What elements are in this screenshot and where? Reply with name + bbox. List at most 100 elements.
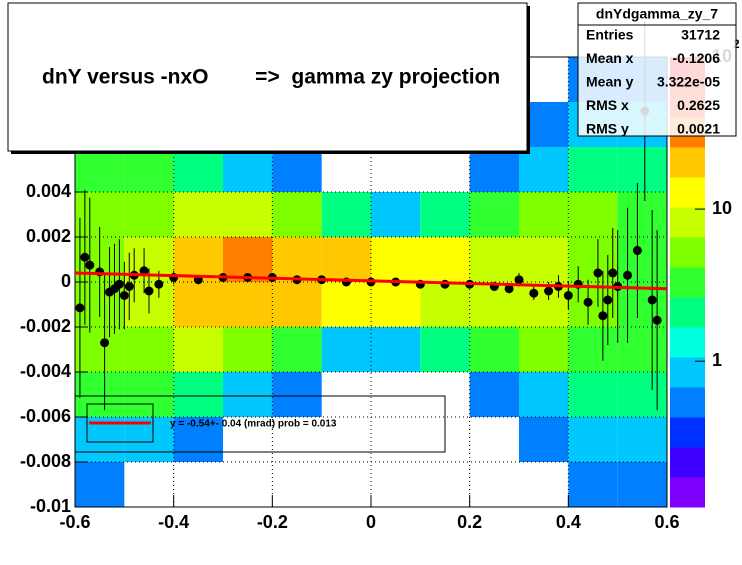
profile-point: [75, 303, 85, 313]
cell: [124, 147, 174, 192]
stats-name: dnYdgamma_zy_7: [596, 6, 718, 22]
stats-value: 31712: [681, 27, 720, 43]
y-tick-label: 0: [61, 271, 71, 291]
y-tick-label: -0.006: [20, 406, 71, 426]
cell: [272, 372, 322, 417]
y-tick-label: 0.002: [26, 226, 71, 246]
profile-point: [154, 279, 164, 289]
z-tick-label: 1: [712, 350, 722, 370]
z-tick-label: 10: [712, 198, 732, 218]
stats-label: Mean x: [586, 50, 634, 66]
cell: [519, 327, 569, 372]
x-tick-label: 0.6: [654, 512, 679, 532]
profile-point: [85, 260, 95, 270]
stats-label: RMS x: [586, 97, 629, 113]
profile-point: [593, 268, 603, 278]
profile-point: [598, 311, 608, 321]
palette-swatch: [670, 237, 705, 268]
stats-value: 0.0021: [677, 121, 720, 137]
cell: [272, 327, 322, 372]
stats-label: Entries: [586, 27, 634, 43]
cell: [272, 237, 322, 282]
cell: [420, 327, 470, 372]
stats-value: 0.2625: [677, 97, 720, 113]
profile-point: [608, 268, 618, 278]
cell: [173, 192, 223, 237]
cell: [124, 372, 174, 417]
profile-point: [652, 315, 662, 325]
stats-label: Mean y: [586, 74, 634, 90]
cell: [75, 462, 125, 507]
cell: [124, 327, 174, 372]
x-tick-label: 0.2: [457, 512, 482, 532]
profile-point: [80, 252, 90, 262]
cell: [173, 372, 223, 417]
palette-swatch: [670, 177, 705, 208]
x-tick-label: 0: [366, 512, 376, 532]
cell: [371, 282, 421, 327]
cell: [420, 237, 470, 282]
x-tick-label: -0.2: [257, 512, 288, 532]
profile-point: [623, 270, 633, 280]
cell: [173, 417, 223, 462]
cell: [568, 462, 618, 507]
cell: [519, 372, 569, 417]
cell: [617, 327, 667, 372]
cell: [124, 192, 174, 237]
profile-point: [504, 284, 514, 294]
profile-point: [139, 266, 149, 276]
cell: [75, 147, 125, 192]
palette-swatch: [670, 207, 705, 238]
cell: [321, 192, 371, 237]
cell: [420, 192, 470, 237]
cell: [223, 192, 273, 237]
profile-point: [647, 295, 657, 305]
profile-point: [603, 295, 613, 305]
stats-value: 3.322e-05: [657, 74, 720, 90]
title-box: [7, 2, 528, 152]
palette-swatch: [670, 357, 705, 388]
palette-swatch: [670, 387, 705, 418]
x-tick-label: -0.4: [158, 512, 189, 532]
cell: [617, 192, 667, 237]
cell: [75, 372, 125, 417]
profile-point: [563, 291, 573, 300]
cell: [568, 147, 618, 192]
y-tick-label: -0.004: [20, 361, 71, 381]
cell: [617, 372, 667, 417]
chart-title: dnY versus -nxO => gamma zy projection: [42, 66, 500, 89]
cell: [223, 372, 273, 417]
cell: [568, 282, 618, 327]
x-tick-label: -0.6: [59, 512, 90, 532]
palette-swatch: [670, 147, 705, 178]
cell: [469, 372, 519, 417]
profile-point: [514, 275, 524, 285]
cell: [371, 327, 421, 372]
stats-label: RMS y: [586, 121, 629, 137]
y-tick-label: -0.01: [30, 496, 71, 516]
cell: [420, 282, 470, 327]
palette-swatch: [670, 327, 705, 358]
cell: [272, 192, 322, 237]
stats-value: -0.1206: [673, 50, 721, 66]
y-tick-label: -0.002: [20, 316, 71, 336]
profile-point: [583, 297, 593, 307]
cell: [371, 237, 421, 282]
cell: [568, 372, 618, 417]
cell: [519, 417, 569, 462]
cell: [173, 327, 223, 372]
palette-swatch: [670, 297, 705, 328]
cell: [617, 147, 667, 192]
cell: [272, 282, 322, 327]
cell: [223, 282, 273, 327]
cell: [371, 192, 421, 237]
fit-line: [74, 271, 668, 291]
profile-point: [100, 338, 110, 348]
cell: [568, 192, 618, 237]
profile-point: [529, 288, 539, 298]
cell: [568, 417, 618, 462]
cell: [469, 327, 519, 372]
legend-symbol-box: [86, 403, 154, 443]
cell: [223, 147, 273, 192]
